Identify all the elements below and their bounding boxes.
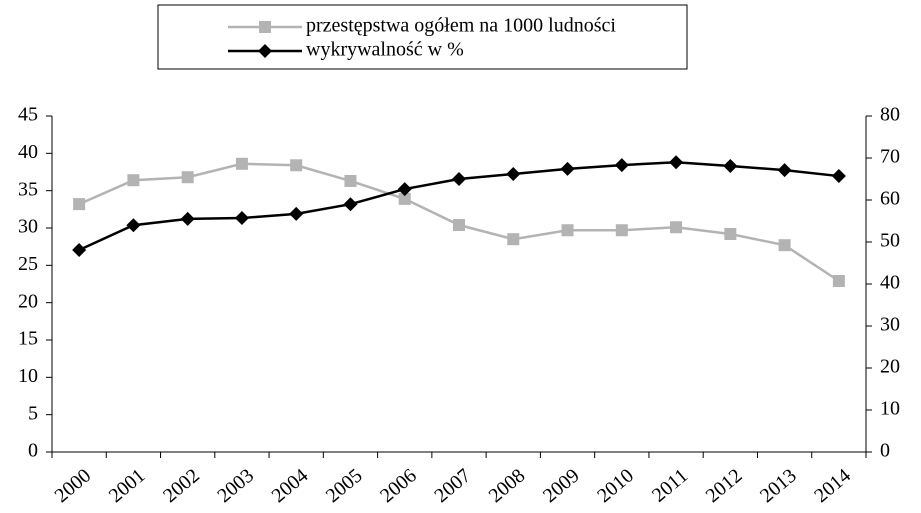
marker bbox=[452, 172, 466, 186]
marker bbox=[723, 158, 738, 173]
marker bbox=[453, 219, 465, 232]
legend-label: wykrywalność w % bbox=[306, 39, 464, 61]
marker bbox=[832, 275, 845, 288]
x-tick-label: 2003 bbox=[213, 464, 258, 507]
x-tick-label: 2005 bbox=[322, 464, 367, 507]
x-tick-label: 2010 bbox=[593, 464, 638, 507]
x-tick-label: 2006 bbox=[376, 464, 421, 507]
marker bbox=[181, 171, 194, 184]
x-tick-label: 2002 bbox=[159, 464, 204, 507]
marker bbox=[506, 166, 521, 181]
marker bbox=[344, 174, 357, 187]
marker bbox=[669, 155, 684, 170]
marker bbox=[73, 198, 86, 211]
x-tick-label: 2004 bbox=[268, 464, 313, 507]
y-tick-label: 45 bbox=[18, 104, 38, 126]
marker bbox=[831, 169, 846, 184]
marker bbox=[289, 206, 304, 221]
marker bbox=[258, 44, 272, 58]
legend-label: przestępstwa ogółem na 1000 ludności bbox=[306, 15, 616, 37]
x-tick-label: 2007 bbox=[430, 464, 475, 507]
x-tick-label: 2012 bbox=[702, 464, 747, 507]
y-tick-label: 15 bbox=[18, 328, 38, 350]
marker bbox=[343, 197, 358, 212]
marker bbox=[561, 224, 574, 237]
marker bbox=[290, 159, 303, 172]
y-tick-label: 5 bbox=[28, 402, 38, 424]
y2-tick-label: 70 bbox=[880, 146, 900, 168]
marker bbox=[180, 211, 195, 226]
marker bbox=[72, 242, 87, 257]
y2-tick-label: 60 bbox=[880, 188, 900, 210]
marker bbox=[397, 182, 412, 197]
marker bbox=[398, 192, 411, 205]
x-tick-label: 2008 bbox=[485, 464, 530, 507]
marker bbox=[126, 218, 141, 233]
marker bbox=[778, 239, 791, 252]
y-tick-label: 30 bbox=[18, 216, 38, 238]
marker bbox=[507, 233, 520, 246]
y-tick-label: 10 bbox=[18, 365, 38, 387]
marker bbox=[614, 158, 629, 173]
marker bbox=[777, 163, 792, 178]
marker bbox=[234, 211, 249, 226]
y-tick-label: 40 bbox=[18, 141, 38, 163]
legend-box bbox=[157, 4, 688, 70]
x-tick-label: 2001 bbox=[105, 464, 150, 507]
x-tick-label: 2013 bbox=[756, 464, 801, 507]
marker bbox=[724, 227, 737, 240]
marker bbox=[615, 224, 628, 237]
marker bbox=[259, 21, 271, 33]
y2-tick-label: 50 bbox=[880, 230, 900, 252]
x-tick-label: 2014 bbox=[810, 464, 855, 507]
y-tick-label: 0 bbox=[28, 440, 38, 462]
y2-tick-label: 80 bbox=[880, 104, 900, 126]
marker bbox=[127, 174, 140, 187]
y2-tick-label: 20 bbox=[880, 356, 900, 378]
marker bbox=[235, 157, 248, 170]
x-tick-label: 2009 bbox=[539, 464, 584, 507]
x-tick-label: 2011 bbox=[648, 464, 692, 506]
marker bbox=[670, 221, 683, 234]
x-tick-label: 2000 bbox=[51, 464, 96, 507]
y2-tick-label: 30 bbox=[880, 314, 900, 336]
y2-tick-label: 40 bbox=[880, 272, 900, 294]
y2-tick-label: 0 bbox=[880, 440, 890, 462]
y-tick-label: 20 bbox=[18, 290, 38, 312]
y2-tick-label: 10 bbox=[880, 398, 900, 420]
marker bbox=[560, 161, 575, 176]
y-tick-label: 35 bbox=[18, 178, 38, 200]
y-tick-label: 25 bbox=[18, 253, 38, 275]
